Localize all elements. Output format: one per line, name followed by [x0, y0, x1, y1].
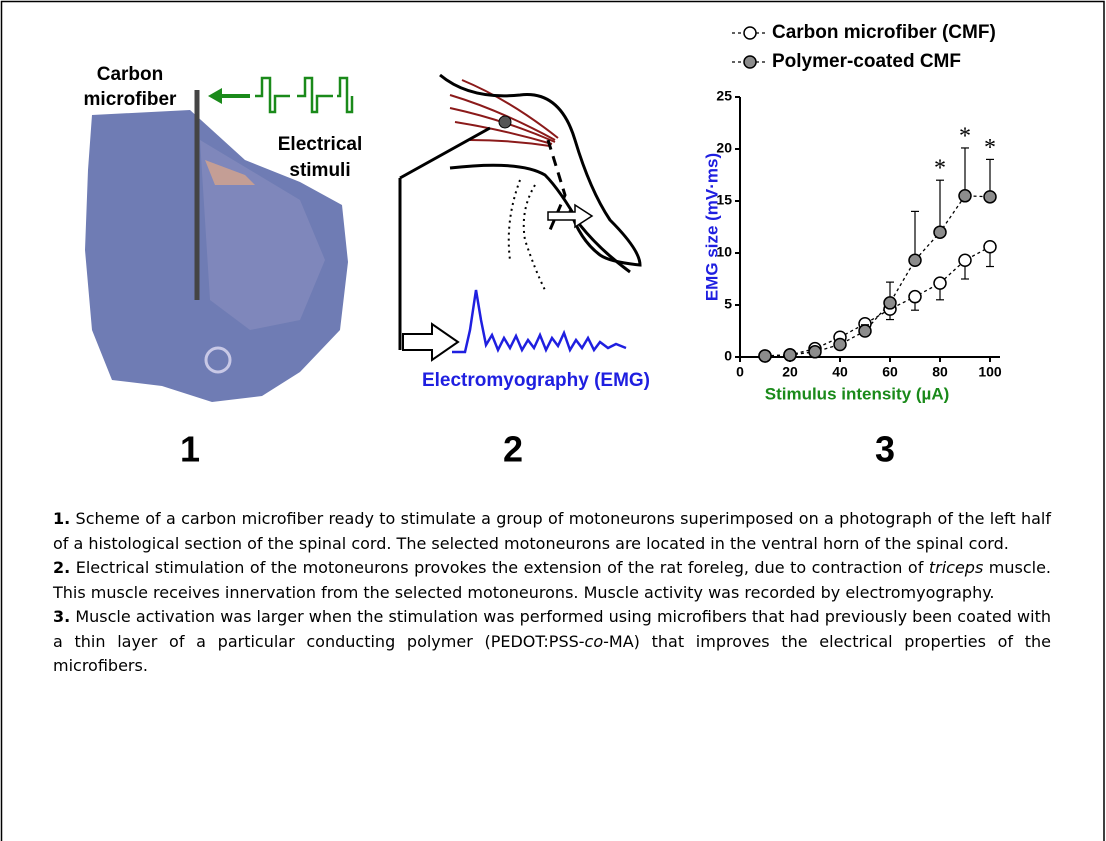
x-tick-label: 0	[736, 364, 744, 380]
caption-item: 1. Scheme of a carbon microfiber ready t…	[53, 507, 1051, 556]
data-point	[984, 191, 996, 203]
x-tick-label: 20	[782, 364, 798, 380]
x-tick-label: 40	[832, 364, 848, 380]
emg-trace	[452, 290, 626, 352]
caption-item: 2. Electrical stimulation of the motoneu…	[53, 556, 1051, 605]
significance-marker: *	[934, 156, 946, 182]
x-tick-label: 80	[932, 364, 948, 380]
item-italic: co	[585, 632, 604, 651]
emg-label: Electromyography (EMG)	[422, 370, 650, 391]
legend-label: Carbon microfiber (CMF)	[772, 22, 996, 43]
foreleg-sketch	[400, 75, 640, 350]
data-point	[809, 346, 821, 358]
legend-marker	[744, 56, 756, 68]
panel-number: 2	[503, 429, 523, 470]
significance-marker: *	[959, 123, 971, 149]
y-tick-label: 25	[716, 88, 732, 104]
item-number: 1.	[53, 509, 70, 528]
data-point	[909, 254, 921, 266]
fiber-label: Carbon	[97, 64, 164, 85]
legend-label: Polymer-coated CMF	[772, 51, 961, 72]
item-text: Electrical stimulation of the motoneuron…	[76, 558, 929, 577]
x-tick-label: 60	[882, 364, 898, 380]
y-tick-label: 5	[724, 296, 732, 312]
panel-number: 3	[875, 429, 895, 470]
figure-graphics: Carbon microfiber Electrical stimuli Ele…	[0, 0, 1106, 841]
item-text: Scheme of a carbon microfiber ready to s…	[53, 509, 1051, 553]
item-number: 2.	[53, 558, 70, 577]
data-point	[884, 297, 896, 309]
item-number: 3.	[53, 607, 70, 626]
y-axis-label: EMG size (mV·ms)	[702, 153, 721, 301]
panel-number: 1	[180, 429, 200, 470]
data-point	[859, 325, 871, 337]
stimuli-label: stimuli	[289, 160, 350, 181]
data-point	[959, 254, 971, 266]
y-tick-label: 10	[716, 244, 732, 260]
data-point	[959, 190, 971, 202]
data-point	[834, 339, 846, 351]
y-tick-label: 20	[716, 140, 732, 156]
y-tick-label: 15	[716, 192, 732, 208]
figure: Carbon microfiber Electrical stimuli Ele…	[0, 0, 1106, 841]
caption: 1. Scheme of a carbon microfiber ready t…	[53, 507, 1051, 679]
x-tick-label: 100	[978, 364, 1002, 380]
fiber-label: microfiber	[84, 89, 178, 110]
data-point	[759, 350, 771, 362]
significance-marker: *	[984, 135, 996, 161]
recording-arrow	[403, 324, 458, 360]
pulse-train	[255, 78, 352, 112]
chart: EMG size (mV·ms) Stimulus intensity (µA)…	[702, 22, 1001, 403]
data-point	[934, 277, 946, 289]
series-line	[765, 196, 990, 356]
series-line	[765, 247, 990, 356]
caption-item: 3. Muscle activation was larger when the…	[53, 605, 1051, 679]
y-tick-label: 0	[724, 348, 732, 364]
legend-marker	[744, 27, 756, 39]
data-point	[984, 241, 996, 253]
x-axis-label: Stimulus intensity (µA)	[765, 384, 950, 403]
data-point	[934, 226, 946, 238]
data-point	[784, 349, 796, 361]
stimulus-arrowhead	[208, 88, 222, 104]
data-point	[909, 291, 921, 303]
stimulation-site	[499, 116, 511, 128]
stimuli-label: Electrical	[278, 134, 363, 155]
item-italic: triceps	[929, 558, 983, 577]
